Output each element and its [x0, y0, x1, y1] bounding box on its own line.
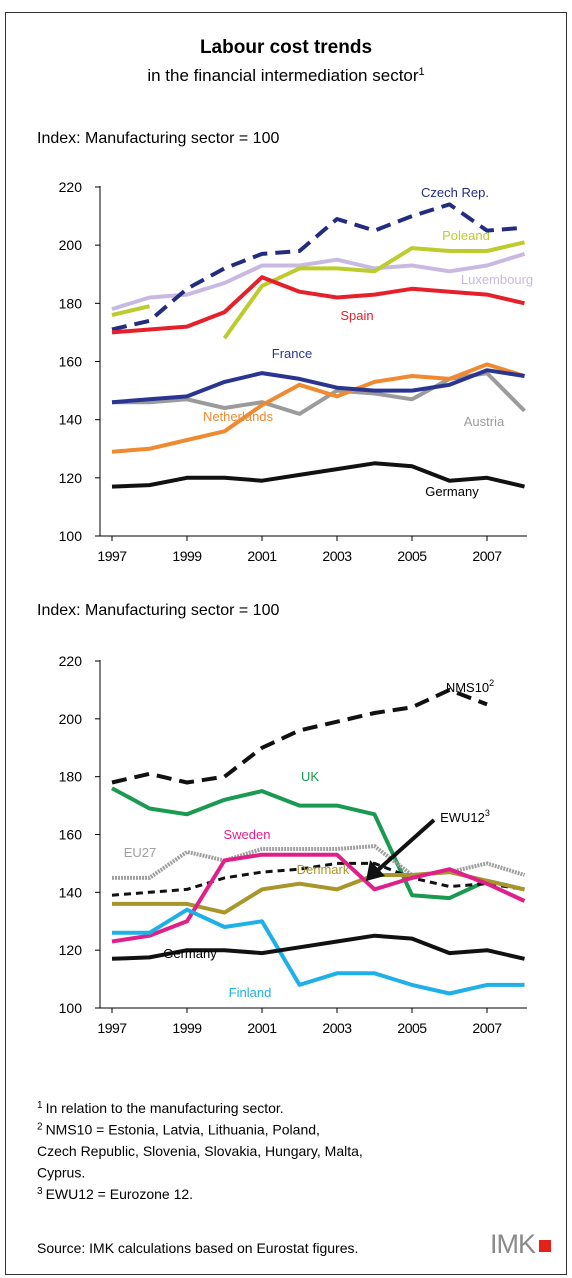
- footnote-mark: 1: [37, 1100, 43, 1111]
- series-name: Germany: [425, 484, 479, 499]
- footnote: 3 EWU12 = Eurozone 12.: [37, 1186, 193, 1202]
- series-label: France: [272, 346, 312, 361]
- series-name: Spain: [340, 308, 373, 323]
- series-line: [111, 362, 526, 454]
- series-line: [111, 861, 525, 897]
- series-line: [111, 275, 525, 335]
- series-line: [111, 202, 525, 332]
- y-tick-label: 120: [59, 470, 83, 486]
- x-tick-label: 2005: [397, 1020, 427, 1036]
- series-label: Germany: [163, 946, 217, 961]
- source: Source: IMK calculations based on Eurost…: [37, 1240, 358, 1256]
- x-tick-label: 2007: [472, 1020, 502, 1036]
- footnote-text: EWU12 = Eurozone 12.: [46, 1186, 193, 1202]
- subtitle-text: in the financial intermediation sector: [147, 66, 419, 85]
- series-name: Sweden: [224, 827, 271, 842]
- y-tick-label: 160: [59, 354, 83, 370]
- y-tick-label: 220: [59, 179, 83, 195]
- series-name: Finland: [229, 985, 272, 1000]
- series-name: Netherlands: [203, 409, 274, 424]
- series-line: [112, 907, 525, 996]
- x-tick-label: 1997: [97, 548, 127, 564]
- series-label: EU27: [124, 845, 157, 860]
- arrow-head: [366, 860, 385, 881]
- series-note: 2: [489, 678, 494, 688]
- x-tick-label: 2001: [247, 548, 277, 564]
- x-tick-label: 1999: [172, 548, 202, 564]
- y-tick-label: 160: [59, 827, 83, 843]
- footnote: Cyprus.: [37, 1165, 85, 1181]
- y-tick-label: 140: [59, 412, 83, 428]
- footnote-mark: 2: [37, 1122, 43, 1133]
- series-label: NMS102: [446, 678, 494, 695]
- series-label: Austria: [464, 414, 505, 429]
- footnote-text: In relation to the manufacturing sector.: [46, 1100, 284, 1116]
- series-label: EWU123: [440, 808, 490, 825]
- series-label: Denmark: [297, 862, 350, 877]
- series-name: UK: [301, 769, 319, 784]
- series-label: Poleand: [442, 228, 490, 243]
- arrow-shaft: [376, 818, 436, 872]
- y-tick-label: 100: [59, 528, 83, 544]
- series-name: Poleand: [442, 228, 490, 243]
- series-name: NMS10: [446, 680, 489, 695]
- x-tick-label: 2007: [472, 548, 502, 564]
- series-note: 3: [485, 808, 490, 818]
- y-tick-label: 140: [59, 884, 83, 900]
- series-label: Germany: [425, 484, 479, 499]
- series-name: France: [272, 346, 312, 361]
- y-tick-label: 200: [59, 711, 83, 727]
- y-tick-label: 220: [59, 653, 83, 669]
- series-line: [111, 368, 525, 405]
- footnote-text: Cyprus.: [37, 1165, 85, 1181]
- footnote: Czech Republic, Slovenia, Slovakia, Hung…: [37, 1143, 363, 1159]
- series-line: [111, 852, 526, 944]
- series-name: EWU12: [440, 810, 485, 825]
- x-tick-label: 1999: [172, 1020, 202, 1036]
- y-axis-title: Index: Manufacturing sector = 100: [37, 130, 279, 147]
- series-name: EU27: [124, 845, 157, 860]
- series-name: Denmark: [297, 862, 350, 877]
- series-label: Netherlands: [203, 409, 274, 424]
- y-tick-label: 120: [59, 942, 83, 958]
- footnote: 1 In relation to the manufacturing sector…: [37, 1100, 284, 1116]
- x-tick-label: 1997: [97, 1020, 127, 1036]
- logo: IMK: [490, 1229, 536, 1259]
- subtitle-note: 1: [419, 66, 425, 78]
- series-label: Luxembourg: [461, 272, 533, 287]
- series-line: [111, 933, 525, 961]
- footnote: 2 NMS10 = Estonia, Latvia, Lithuania, Pol…: [37, 1122, 320, 1138]
- series-line: [111, 786, 525, 901]
- logo-square: [539, 1240, 551, 1252]
- y-tick-label: 100: [59, 1000, 83, 1016]
- x-tick-label: 2003: [322, 1020, 352, 1036]
- footnote-mark: 3: [37, 1186, 43, 1197]
- series-name: Luxembourg: [461, 272, 533, 287]
- series-label: Sweden: [224, 827, 271, 842]
- frame: [5, 12, 567, 1275]
- series-label: Finland: [229, 985, 272, 1000]
- title: Labour cost trends: [200, 37, 372, 58]
- series-line: [111, 240, 525, 340]
- series-label: Czech Rep.: [421, 185, 489, 200]
- x-tick-label: 2001: [247, 1020, 277, 1036]
- subtitle: in the financial intermediation sector1: [147, 66, 424, 85]
- y-tick-label: 180: [59, 295, 83, 311]
- series-name: Germany: [163, 946, 217, 961]
- y-tick-label: 200: [59, 237, 83, 253]
- series-name: Czech Rep.: [421, 185, 489, 200]
- series-line: [111, 461, 525, 489]
- x-tick-label: 2005: [397, 548, 427, 564]
- x-tick-label: 2003: [322, 548, 352, 564]
- y-tick-label: 180: [59, 769, 83, 785]
- series-label: UK: [301, 769, 319, 784]
- series-label: Spain: [340, 308, 373, 323]
- y-axis-title: Index: Manufacturing sector = 100: [37, 602, 279, 619]
- series-name: Austria: [464, 414, 505, 429]
- footnote-text: NMS10 = Estonia, Latvia, Lithuania, Pola…: [46, 1122, 320, 1138]
- footnote-text: Czech Republic, Slovenia, Slovakia, Hung…: [37, 1143, 363, 1159]
- series-line: [111, 687, 488, 785]
